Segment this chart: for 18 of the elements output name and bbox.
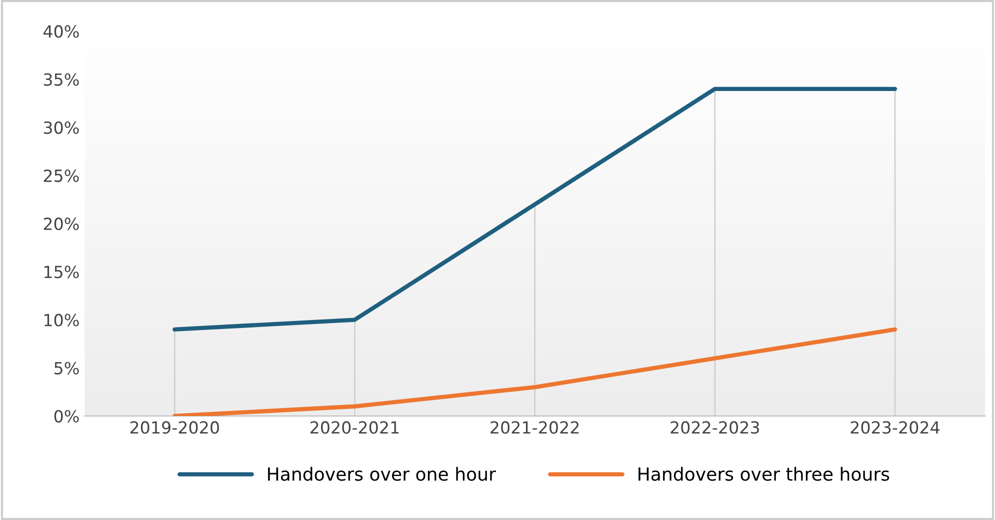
y-tick-label: 20%: [44, 218, 79, 230]
legend-label: Handovers over one hour: [268, 466, 496, 481]
line-series: [172, 327, 898, 416]
x-tick-label: 2021-2022: [490, 421, 579, 434]
x-tick-label: 2019-2020: [130, 421, 219, 434]
y-tick-label: 40%: [43, 25, 79, 38]
y-tick-label: 25%: [44, 169, 79, 182]
y-tick-label: 10%: [44, 314, 79, 326]
y-tick-label: 30%: [44, 121, 79, 134]
x-tick-label: 2022-2023: [670, 421, 759, 434]
y-tick-label: 15%: [44, 266, 79, 278]
y-tick-label: 35%: [44, 73, 79, 86]
x-tick-label: 2023-2024: [850, 421, 940, 434]
x-tick-label: 2020-2021: [310, 421, 399, 434]
y-tick-label: 0%: [54, 410, 79, 423]
legend-label: Handovers over three hours: [638, 466, 890, 481]
y-tick-label: 5%: [54, 362, 79, 374]
line-series: [172, 86, 898, 332]
